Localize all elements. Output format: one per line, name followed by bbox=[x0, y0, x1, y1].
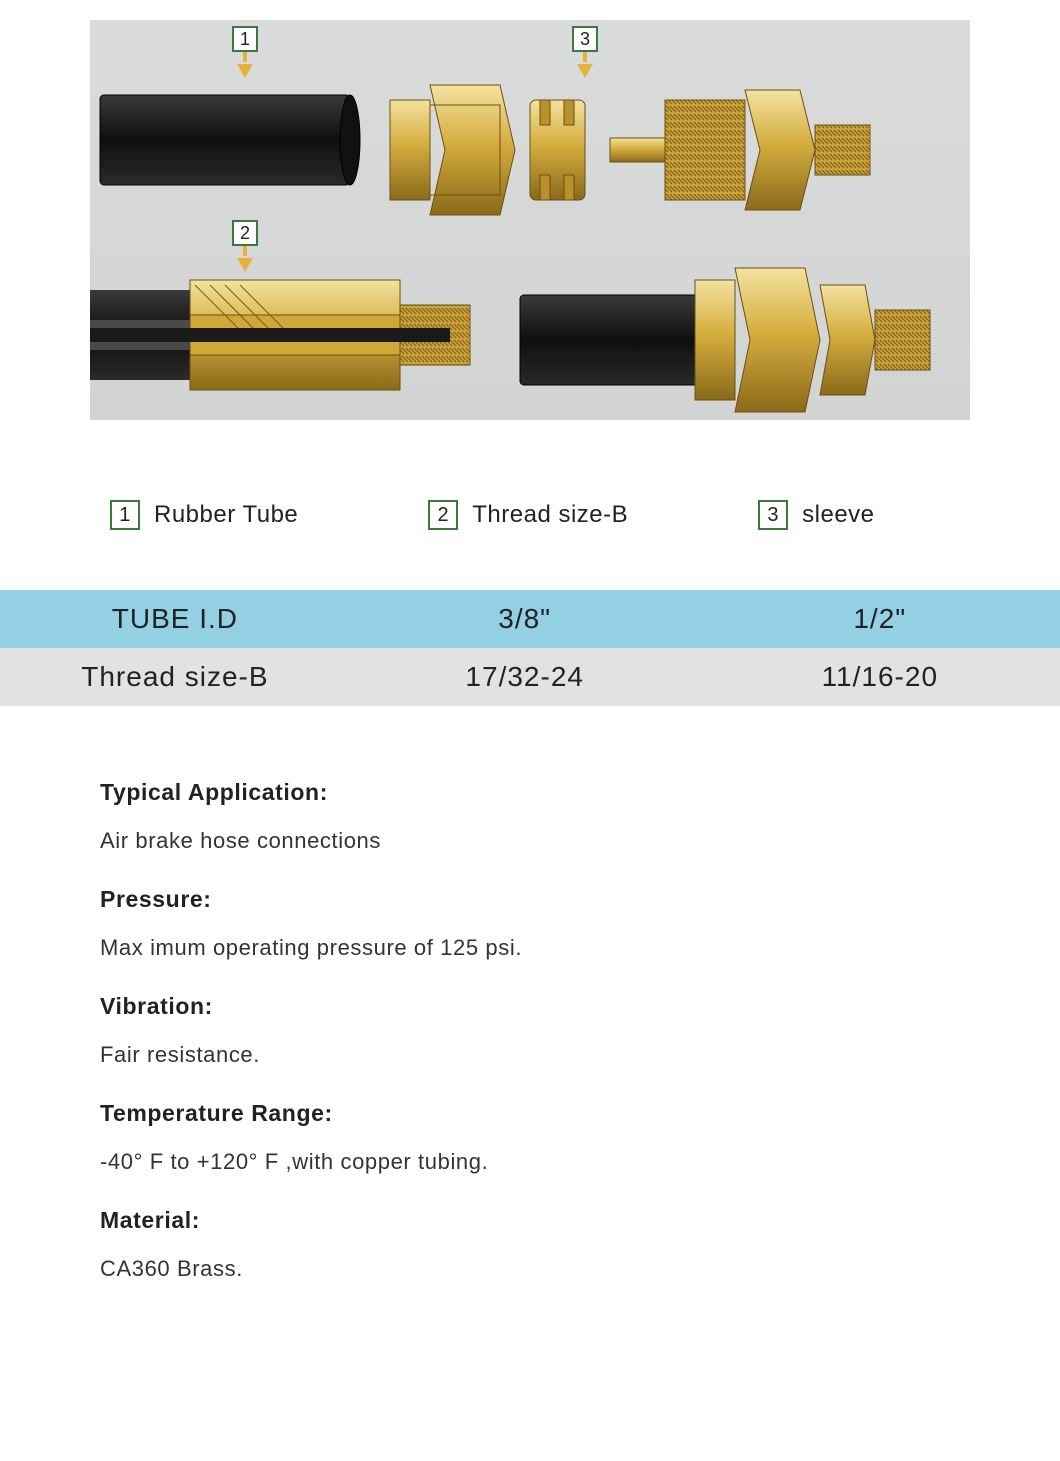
legend-label: Rubber Tube bbox=[154, 501, 298, 529]
spec-heading: Material: bbox=[100, 1204, 1060, 1236]
legend-item: 3 sleeve bbox=[758, 500, 874, 530]
spec-list: Typical Application: Air brake hose conn… bbox=[0, 706, 1060, 1319]
spec-text: Fair resistance. bbox=[100, 1040, 1060, 1071]
spec-heading: Vibration: bbox=[100, 990, 1060, 1022]
table-header: TUBE I.D bbox=[0, 590, 350, 648]
legend-item: 1 Rubber Tube bbox=[110, 500, 298, 530]
spec-heading: Typical Application: bbox=[100, 776, 1060, 808]
legend-label: sleeve bbox=[802, 501, 874, 529]
spec-heading: Temperature Range: bbox=[100, 1097, 1060, 1129]
legend-num: 1 bbox=[110, 500, 140, 530]
parts-svg bbox=[90, 20, 970, 420]
table-header: 3/8" bbox=[350, 590, 700, 648]
legend-num: 3 bbox=[758, 500, 788, 530]
table-row: Thread size-B 17/32-24 11/16-20 bbox=[0, 648, 1060, 706]
legend-item: 2 Thread size-B bbox=[428, 500, 628, 530]
spec-text: -40° F to +120° F ,with copper tubing. bbox=[100, 1147, 1060, 1178]
size-table: TUBE I.D 3/8" 1/2" Thread size-B 17/32-2… bbox=[0, 590, 1060, 706]
table-header-row: TUBE I.D 3/8" 1/2" bbox=[0, 590, 1060, 648]
legend-num: 2 bbox=[428, 500, 458, 530]
spec-text: Max imum operating pressure of 125 psi. bbox=[100, 933, 1060, 964]
spec-text: Air brake hose connections bbox=[100, 826, 1060, 857]
assembly-diagram: 1 3 2 bbox=[90, 20, 970, 420]
legend-label: Thread size-B bbox=[472, 501, 628, 529]
table-cell: 11/16-20 bbox=[700, 648, 1060, 706]
spec-text: CA360 Brass. bbox=[100, 1254, 1060, 1285]
table-header: 1/2" bbox=[700, 590, 1060, 648]
diagram-legend: 1 Rubber Tube 2 Thread size-B 3 sleeve bbox=[0, 420, 1060, 590]
spec-heading: Pressure: bbox=[100, 883, 1060, 915]
table-cell: Thread size-B bbox=[0, 648, 350, 706]
table-cell: 17/32-24 bbox=[350, 648, 700, 706]
